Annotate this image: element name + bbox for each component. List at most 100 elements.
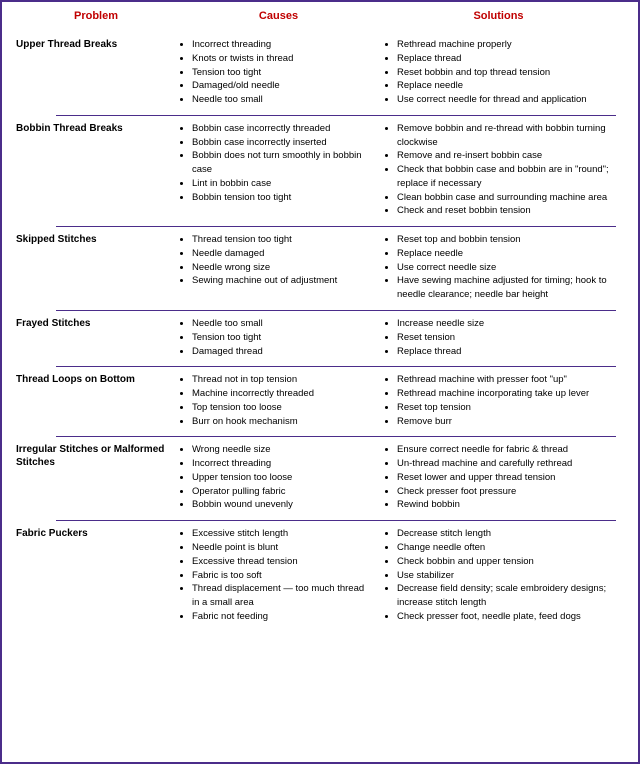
causes-cell: Needle too smallTension too tightDamaged… <box>176 317 381 358</box>
list-item: Reset lower and upper thread tension <box>397 471 616 485</box>
list-item: Incorrect threading <box>192 457 373 471</box>
table-row: Skipped StitchesThread tension too tight… <box>16 227 624 310</box>
list-item: Use correct needle for thread and applic… <box>397 93 616 107</box>
list-item: Needle too small <box>192 317 373 331</box>
table-row: Thread Loops on BottomThread not in top … <box>16 367 624 436</box>
list-item: Burr on hook mechanism <box>192 415 373 429</box>
list-item: Wrong needle size <box>192 443 373 457</box>
table-row: Frayed StitchesNeedle too smallTension t… <box>16 311 624 366</box>
table-row: Fabric PuckersExcessive stitch lengthNee… <box>16 521 624 631</box>
problem-label: Skipped Stitches <box>16 233 176 302</box>
list-item: Needle point is blunt <box>192 541 373 555</box>
list-item: Needle too small <box>192 93 373 107</box>
list-item: Upper tension too loose <box>192 471 373 485</box>
causes-list: Wrong needle sizeIncorrect threadingUppe… <box>176 443 373 512</box>
solutions-list: Reset top and bobbin tensionReplace need… <box>381 233 616 302</box>
list-item: Increase needle size <box>397 317 616 331</box>
list-item: Bobbin tension too tight <box>192 191 373 205</box>
table-row: Irregular Stitches or Malformed Stitches… <box>16 437 624 520</box>
causes-cell: Wrong needle sizeIncorrect threadingUppe… <box>176 443 381 512</box>
list-item: Clean bobbin case and surrounding machin… <box>397 191 616 205</box>
table-row: Bobbin Thread BreaksBobbin case incorrec… <box>16 116 624 226</box>
list-item: Decrease field density; scale embroidery… <box>397 582 616 610</box>
list-item: Damaged/old needle <box>192 79 373 93</box>
list-item: Rethread machine properly <box>397 38 616 52</box>
list-item: Reset bobbin and top thread tension <box>397 66 616 80</box>
solutions-list: Remove bobbin and re-thread with bobbin … <box>381 122 616 218</box>
list-item: Tension too tight <box>192 66 373 80</box>
solutions-list: Rethread machine with presser foot "up" R… <box>381 373 616 428</box>
troubleshooting-page: Problem Causes Solutions Upper Thread Br… <box>0 0 640 764</box>
list-item: Tension too tight <box>192 331 373 345</box>
sections-container: Upper Thread BreaksIncorrect threadingKn… <box>16 32 624 632</box>
list-item: Fabric not feeding <box>192 610 373 624</box>
causes-list: Needle too smallTension too tightDamaged… <box>176 317 373 358</box>
list-item: Ensure correct needle for fabric & threa… <box>397 443 616 457</box>
list-item: Reset top and bobbin tension <box>397 233 616 247</box>
list-item: Fabric is too soft <box>192 569 373 583</box>
list-item: Needle damaged <box>192 247 373 261</box>
solutions-cell: Increase needle sizeReset tensionReplace… <box>381 317 616 358</box>
list-item: Bobbin case incorrectly inserted <box>192 136 373 150</box>
list-item: Replace needle <box>397 247 616 261</box>
list-item: Rewind bobbin <box>397 498 616 512</box>
list-item: Check presser foot pressure <box>397 485 616 499</box>
problem-label: Fabric Puckers <box>16 527 176 623</box>
causes-list: Bobbin case incorrectly threadedBobbin c… <box>176 122 373 205</box>
list-item: Check bobbin and upper tension <box>397 555 616 569</box>
solutions-list: Rethread machine properlyReplace threadR… <box>381 38 616 107</box>
table-row: Upper Thread BreaksIncorrect threadingKn… <box>16 32 624 115</box>
problem-label: Bobbin Thread Breaks <box>16 122 176 218</box>
solutions-cell: Ensure correct needle for fabric & threa… <box>381 443 616 512</box>
solutions-cell: Rethread machine with presser foot "up" R… <box>381 373 616 428</box>
causes-cell: Thread not in top tensionMachine incorre… <box>176 373 381 428</box>
header-solutions: Solutions <box>381 10 616 22</box>
solutions-list: Decrease stitch lengthChange needle ofte… <box>381 527 616 623</box>
causes-list: Thread not in top tensionMachine incorre… <box>176 373 373 428</box>
list-item: Reset top tension <box>397 401 616 415</box>
list-item: Check presser foot, needle plate, feed d… <box>397 610 616 624</box>
list-item: Use correct needle size <box>397 261 616 275</box>
solutions-cell: Rethread machine properlyReplace threadR… <box>381 38 616 107</box>
column-headers: Problem Causes Solutions <box>16 10 624 22</box>
list-item: Incorrect threading <box>192 38 373 52</box>
causes-cell: Excessive stitch lengthNeedle point is b… <box>176 527 381 623</box>
causes-cell: Thread tension too tightNeedle damagedNe… <box>176 233 381 302</box>
list-item: Operator pulling fabric <box>192 485 373 499</box>
list-item: Replace thread <box>397 52 616 66</box>
causes-cell: Bobbin case incorrectly threadedBobbin c… <box>176 122 381 218</box>
list-item: Remove and re-insert bobbin case <box>397 149 616 163</box>
solutions-list: Ensure correct needle for fabric & threa… <box>381 443 616 512</box>
list-item: Excessive thread tension <box>192 555 373 569</box>
list-item: Remove bobbin and re-thread with bobbin … <box>397 122 616 150</box>
list-item: Sewing machine out of adjustment <box>192 274 373 288</box>
list-item: Needle wrong size <box>192 261 373 275</box>
list-item: Machine incorrectly threaded <box>192 387 373 401</box>
list-item: Replace needle <box>397 79 616 93</box>
list-item: Thread tension too tight <box>192 233 373 247</box>
header-causes: Causes <box>176 10 381 22</box>
header-problem: Problem <box>16 10 176 22</box>
list-item: Bobbin wound unevenly <box>192 498 373 512</box>
causes-cell: Incorrect threadingKnots or twists in th… <box>176 38 381 107</box>
problem-label: Upper Thread Breaks <box>16 38 176 107</box>
list-item: Bobbin case incorrectly threaded <box>192 122 373 136</box>
list-item: Thread not in top tension <box>192 373 373 387</box>
problem-label: Irregular Stitches or Malformed Stitches <box>16 443 176 512</box>
list-item: Rethread machine with presser foot "up" <box>397 373 616 387</box>
causes-list: Thread tension too tightNeedle damagedNe… <box>176 233 373 288</box>
list-item: Replace thread <box>397 345 616 359</box>
list-item: Have sewing machine adjusted for timing;… <box>397 274 616 302</box>
list-item: Decrease stitch length <box>397 527 616 541</box>
list-item: Remove burr <box>397 415 616 429</box>
list-item: Top tension too loose <box>192 401 373 415</box>
list-item: Damaged thread <box>192 345 373 359</box>
list-item: Lint in bobbin case <box>192 177 373 191</box>
solutions-cell: Remove bobbin and re-thread with bobbin … <box>381 122 616 218</box>
list-item: Change needle often <box>397 541 616 555</box>
causes-list: Incorrect threadingKnots or twists in th… <box>176 38 373 107</box>
list-item: Use stabilizer <box>397 569 616 583</box>
list-item: Check and reset bobbin tension <box>397 204 616 218</box>
problem-label: Thread Loops on Bottom <box>16 373 176 428</box>
solutions-list: Increase needle sizeReset tensionReplace… <box>381 317 616 358</box>
